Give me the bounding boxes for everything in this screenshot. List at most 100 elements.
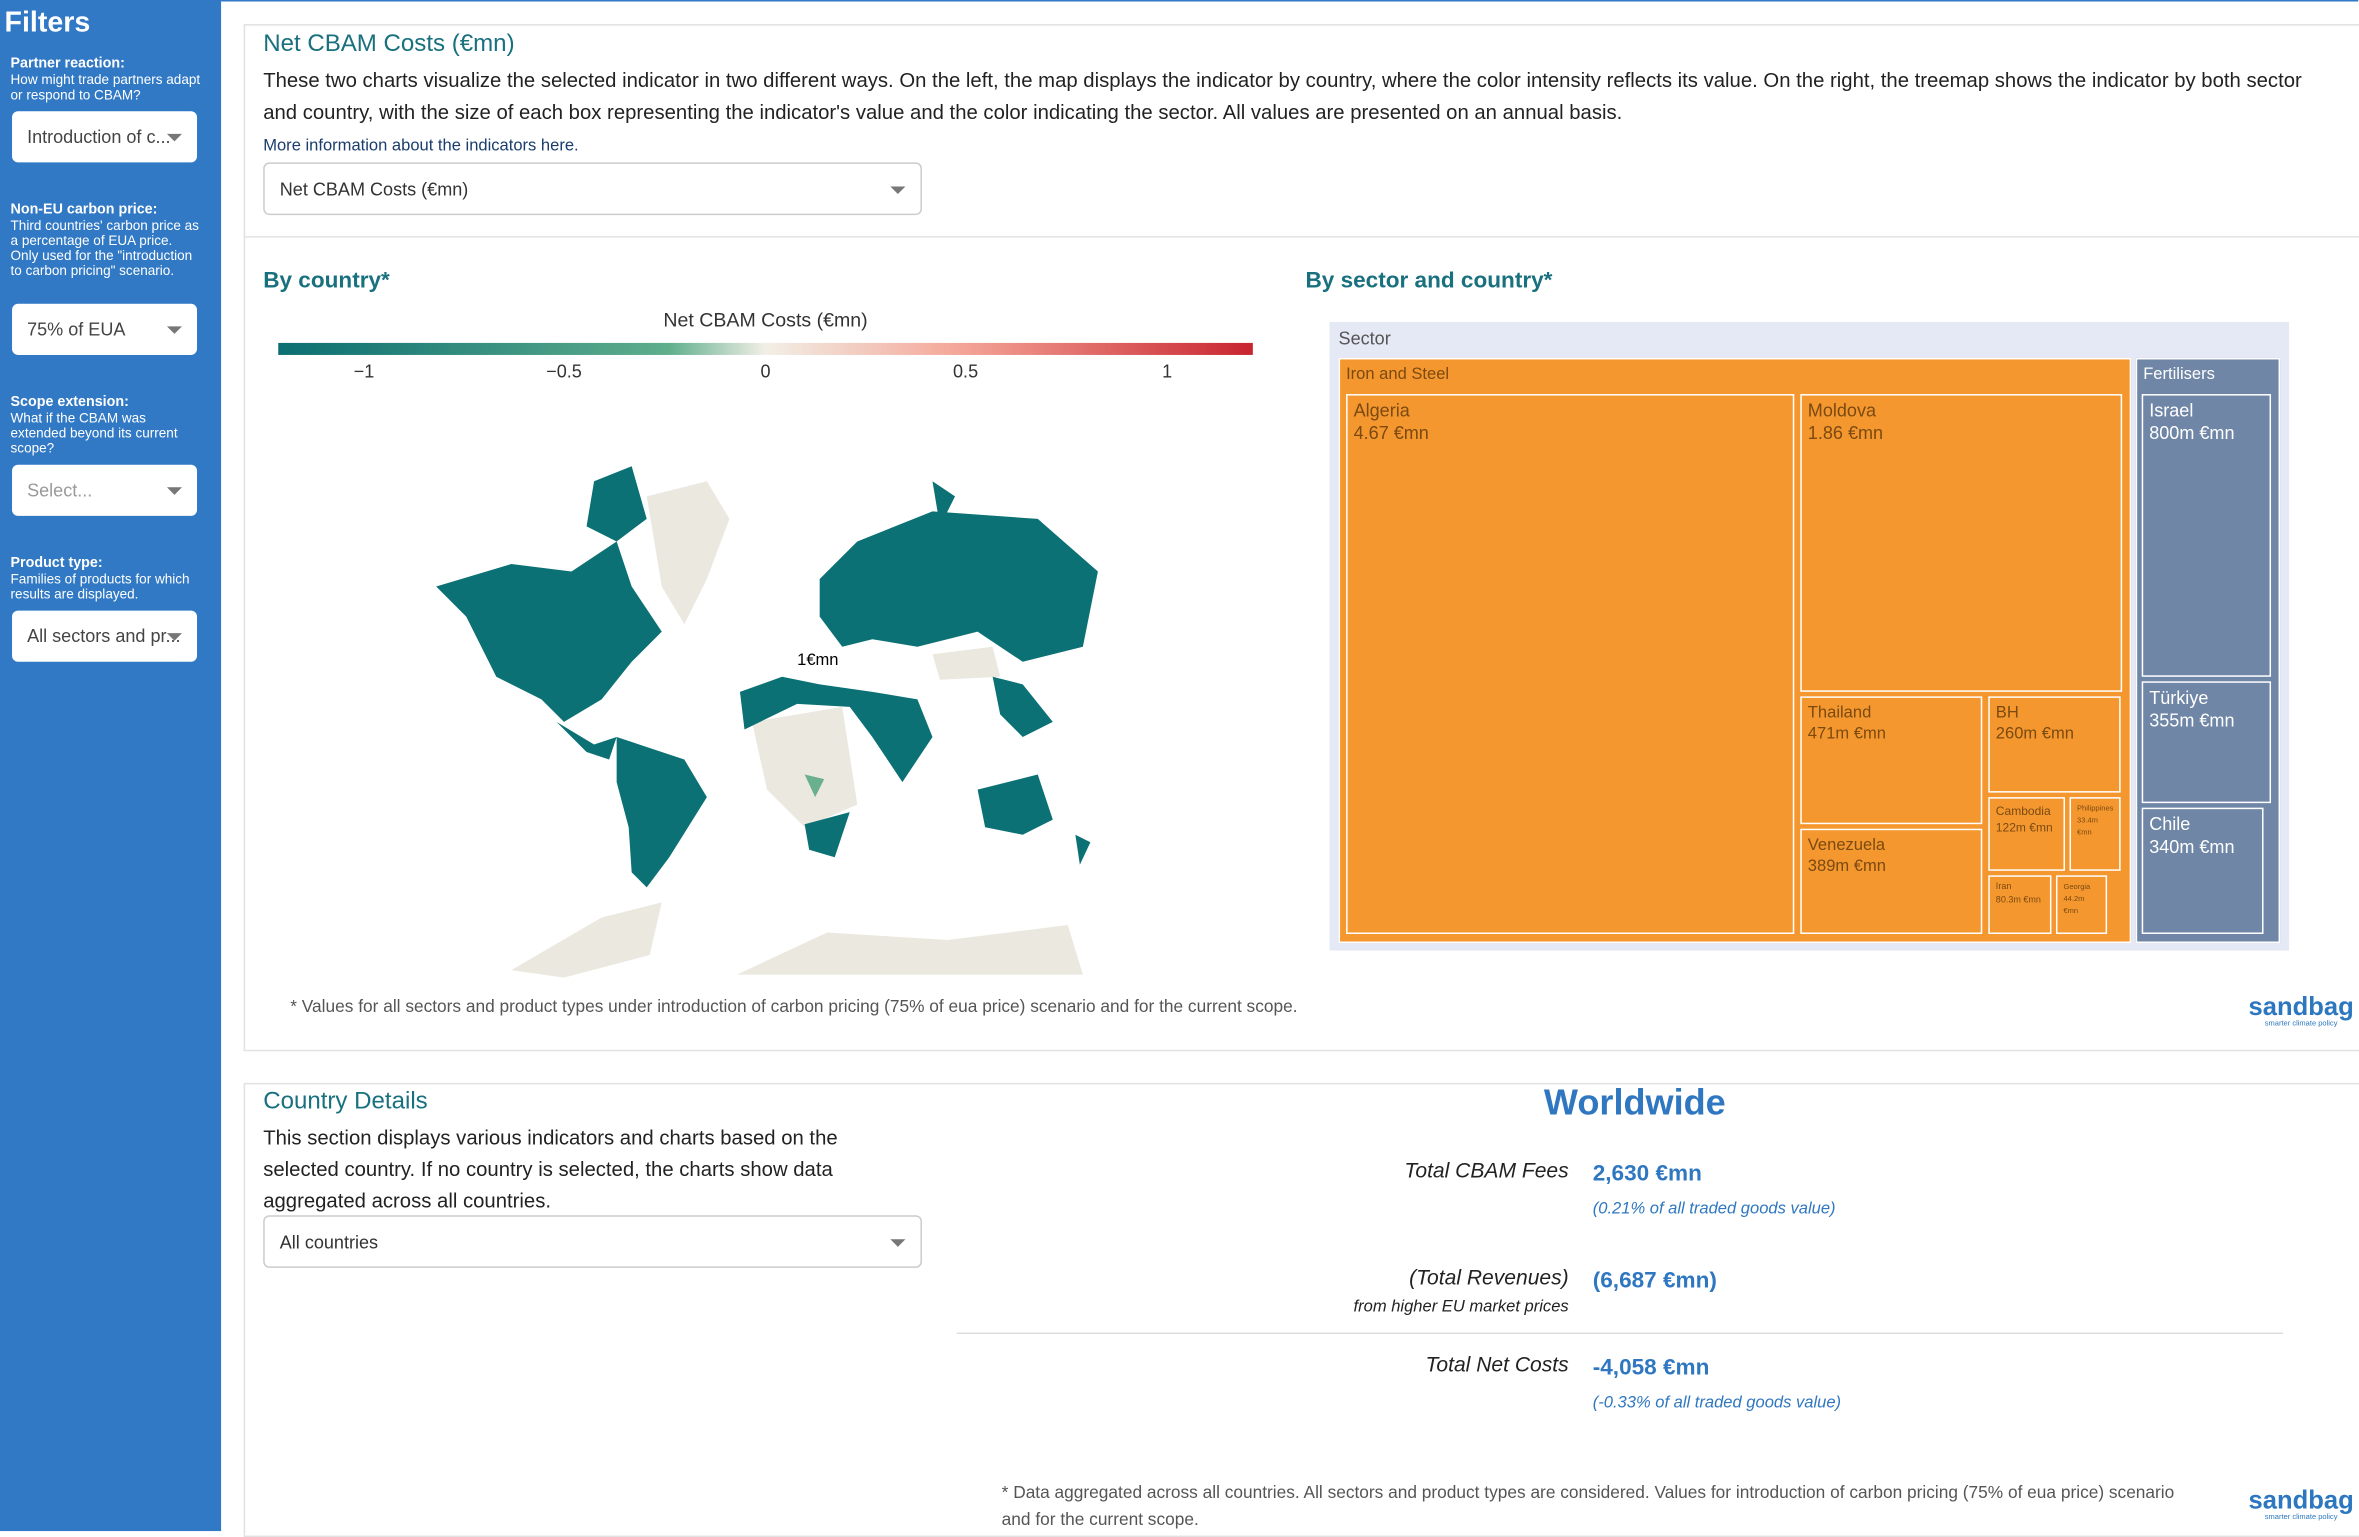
treemap-name: Moldova bbox=[1807, 400, 1877, 422]
treemap-value: 122m €mn bbox=[1995, 821, 2053, 835]
treemap-box[interactable]: Thailand 471m €mn bbox=[1800, 696, 1983, 825]
legend-tick: 0 bbox=[760, 360, 771, 383]
indicator-title: Net CBAM Costs (€mn) bbox=[263, 31, 515, 58]
treemap-name: Thailand bbox=[1807, 703, 1872, 722]
details-title: Country Details bbox=[263, 1088, 428, 1115]
treemap-box[interactable]: Venezuela 389m €mn bbox=[1800, 828, 1983, 934]
row-note: (-0.33% of all traded goods value) bbox=[1592, 1394, 1842, 1413]
countries bbox=[436, 466, 1098, 888]
logo-tagline: smarter climate policy bbox=[2264, 1513, 2338, 1523]
treemap-box[interactable]: Algeria 4.67 €mn bbox=[1346, 394, 1795, 934]
logo-name: sandbag bbox=[2248, 992, 2354, 1022]
region-title: Worldwide bbox=[1543, 1082, 1726, 1124]
treemap-name: Georgia bbox=[2063, 882, 2091, 892]
treemap-box[interactable]: Chile 340m €mn bbox=[2141, 807, 2264, 934]
sector-label: Fertilisers bbox=[2143, 365, 2215, 384]
treemap-value: 1.86 €mn bbox=[1807, 422, 1884, 444]
treemap-box[interactable]: Iran 80.3m €mn bbox=[1988, 875, 2052, 934]
filter-help: How might trade partners adapt or respon… bbox=[10, 72, 201, 103]
sidebar: Filters Partner reaction: How might trade… bbox=[0, 0, 222, 1532]
row-sublabel: from higher EU market prices bbox=[1353, 1297, 1569, 1316]
filter-help: Third countries' carbon price as a perce… bbox=[10, 218, 199, 279]
row-label: Total CBAM Fees bbox=[1404, 1158, 1569, 1183]
treemap-name: Türkiye bbox=[2149, 687, 2209, 709]
map-title: By country* bbox=[263, 267, 390, 294]
logo-tagline: smarter climate policy bbox=[2264, 1019, 2338, 1029]
treemap-value: 4.67 €mn bbox=[1353, 422, 1429, 444]
indicator-panel bbox=[243, 24, 2359, 240]
treemap-name: Israel bbox=[2149, 400, 2194, 422]
treemap-value: 33.4m €mn bbox=[2077, 816, 2098, 838]
legend-tick: −0.5 bbox=[546, 360, 582, 383]
top-border bbox=[221, 0, 2359, 2]
treemap-box[interactable]: Moldova 1.86 €mn bbox=[1800, 394, 2123, 692]
filter: Partner reaction: How might trade partner… bbox=[10, 55, 204, 103]
colorbar bbox=[278, 342, 1253, 355]
row-label: (Total Revenues) bbox=[1409, 1264, 1569, 1289]
treemap-box[interactable]: BH 260m €mn bbox=[1988, 696, 2121, 793]
treemap-value: 260m €mn bbox=[1995, 724, 2074, 743]
filter-dropdown[interactable]: 75% of EUA bbox=[12, 303, 198, 355]
filter-help: What if the CBAM was extended beyond its… bbox=[10, 410, 178, 456]
details-footnote: * Data aggregated across all countries. … bbox=[1001, 1484, 2175, 1530]
row-label: Total Net Costs bbox=[1425, 1352, 1569, 1377]
world-map: 1€mn bbox=[436, 466, 1098, 978]
details-description: This section displays various indicators… bbox=[263, 1126, 838, 1213]
treemap-name: Algeria bbox=[1353, 400, 1410, 422]
filter-label: Product type: bbox=[10, 554, 103, 572]
indicator-description: These two charts visualize the selected … bbox=[263, 69, 2302, 124]
treemap-name: Chile bbox=[2149, 813, 2191, 835]
legend-tick: −1 bbox=[353, 360, 375, 383]
treemap-box[interactable]: Cambodia 122m €mn bbox=[1988, 797, 2065, 871]
filter: Non-EU carbon price: Third countries' car… bbox=[10, 201, 204, 279]
row-note: (0.21% of all traded goods value) bbox=[1592, 1200, 1836, 1219]
treemap-value: 355m €mn bbox=[2149, 709, 2235, 731]
details-panel bbox=[243, 1082, 2359, 1537]
filter: Product type: Families of products for wh… bbox=[10, 554, 204, 602]
treemap-value: 471m €mn bbox=[1807, 724, 1886, 743]
treemap-value: 800m €mn bbox=[2149, 422, 2235, 444]
country-select[interactable]: All countries bbox=[263, 1215, 922, 1268]
filter-dropdown[interactable]: Select... bbox=[12, 464, 198, 516]
treemap-name: Venezuela bbox=[1807, 836, 1886, 855]
no-data-countries bbox=[511, 481, 1083, 978]
logo: sandbag smarter climate policy bbox=[2248, 992, 2354, 1029]
info-link[interactable]: More information about the indicators he… bbox=[263, 136, 579, 155]
legend-tick: 1 bbox=[1162, 360, 1173, 383]
filter-dropdown[interactable]: All sectors and pr... bbox=[12, 610, 198, 662]
filter: Scope extension: What if the CBAM was ext… bbox=[10, 394, 204, 456]
hover-label: 1€mn bbox=[797, 650, 838, 669]
divider bbox=[956, 1332, 2284, 1335]
treemap-name: BH bbox=[1995, 703, 2019, 722]
treemap-box[interactable]: Israel 800m €mn bbox=[2141, 394, 2272, 677]
map-footnote: * Values for all sectors and product typ… bbox=[290, 998, 1298, 1017]
treemap-box[interactable]: Türkiye 355m €mn bbox=[2141, 681, 2272, 804]
row-value: -4,058 €mn bbox=[1592, 1355, 1710, 1381]
treemap-value: 80.3m €mn bbox=[1995, 896, 2041, 906]
treemap-value: 340m €mn bbox=[2149, 836, 2235, 858]
treemap-value: 44.2m €mn bbox=[2063, 894, 2085, 916]
treemap-title: By sector and country* bbox=[1305, 267, 1553, 294]
row-value: (6,687 €mn) bbox=[1592, 1267, 1717, 1294]
filter-label: Non-EU carbon price: bbox=[10, 201, 158, 219]
row-value: 2,630 €mn bbox=[1592, 1161, 1702, 1187]
legend-title: Net CBAM Costs (€mn) bbox=[663, 308, 868, 331]
filter-dropdown[interactable]: Introduction of c... bbox=[12, 111, 198, 163]
sector-label: Iron and Steel bbox=[1346, 365, 1450, 384]
treemap-root: Sector bbox=[1338, 327, 1391, 349]
treemap-name: Iran bbox=[1995, 882, 2012, 892]
treemap-box[interactable]: Philippines 33.4m €mn bbox=[2069, 797, 2121, 871]
logo: sandbag smarter climate policy bbox=[2248, 1485, 2354, 1523]
treemap-box[interactable]: Georgia 44.2m €mn bbox=[2055, 875, 2108, 934]
treemap-name: Philippines bbox=[2077, 804, 2114, 814]
sidebar-title: Filters bbox=[4, 7, 91, 40]
legend-tick: 0.5 bbox=[953, 360, 979, 383]
logo-name: sandbag bbox=[2248, 1485, 2354, 1515]
treemap-value: 389m €mn bbox=[1807, 857, 1886, 876]
filter-label: Partner reaction: bbox=[10, 55, 125, 73]
filter-help: Families of products for which results a… bbox=[10, 571, 190, 602]
indicator-select[interactable]: Net CBAM Costs (€mn) bbox=[263, 162, 922, 216]
filter-label: Scope extension: bbox=[10, 394, 129, 411]
